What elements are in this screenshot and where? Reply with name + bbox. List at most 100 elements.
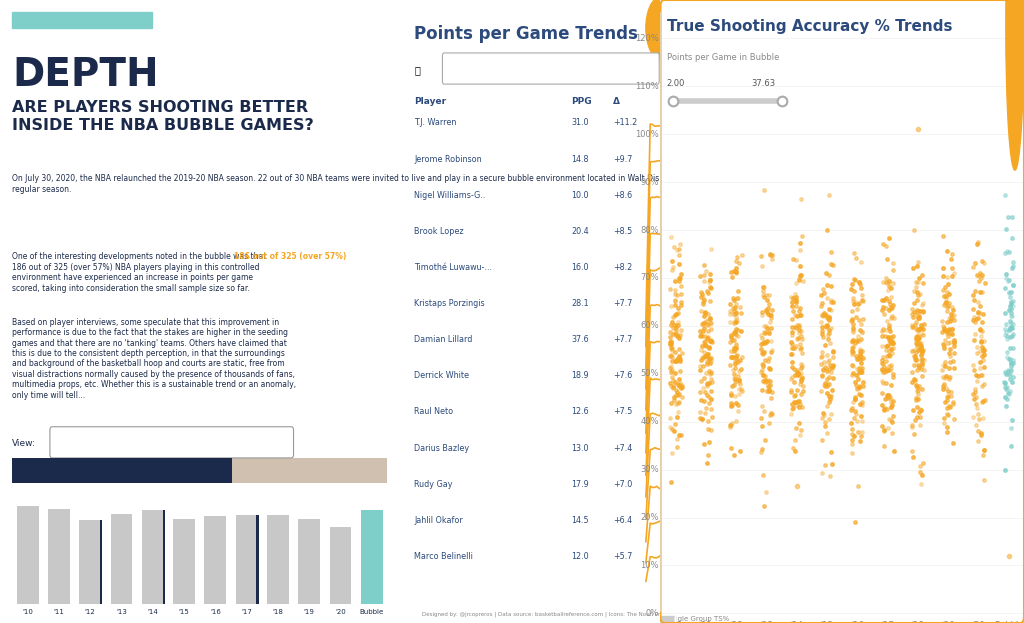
Text: PERCEPTION: PERCEPTION [168,56,457,94]
Text: Points per Game Trends: Points per Game Trends [414,25,638,43]
Text: ▼: ▼ [646,67,651,73]
Text: 37.6: 37.6 [571,335,589,344]
Text: PPG: PPG [571,97,592,105]
Text: Jerome Robinson: Jerome Robinson [414,155,482,163]
Text: Bubble: Bubble [359,609,384,616]
Text: '20: '20 [972,621,985,623]
Bar [100,520,102,604]
Text: ARE PLAYERS SHOOTING BETTER
INSIDE THE NBA BUBBLE GAMES?: ARE PLAYERS SHOOTING BETTER INSIDE THE N… [12,100,313,133]
Text: +11.2: +11.2 [613,118,637,127]
Text: 10.4: 10.4 [306,554,311,568]
Text: -9.4%: -9.4% [333,519,348,524]
Text: 11.5: 11.5 [370,550,374,564]
Text: T.J. Warren: T.J. Warren [414,118,457,127]
Text: +0.9%: +0.9% [238,507,256,512]
Text: +7.7: +7.7 [613,299,633,308]
Text: 20.4: 20.4 [571,227,589,235]
Bar [267,515,289,604]
Text: 18.9: 18.9 [571,371,589,380]
Text: -2.9%: -2.9% [51,501,67,506]
Circle shape [1006,0,1024,170]
Text: 2.00: 2.00 [667,79,685,88]
Text: '17: '17 [242,609,252,616]
Text: '15: '15 [178,609,189,616]
Bar [111,514,132,604]
Text: '18: '18 [272,609,284,616]
Text: 30%: 30% [640,465,659,474]
Text: '11: '11 [53,609,65,616]
Bar [256,515,259,604]
Text: '16: '16 [210,609,221,616]
Text: +0.4%: +0.4% [268,506,287,511]
Text: '10: '10 [670,621,682,623]
Text: 11.0: 11.0 [119,552,124,566]
Text: +8.5: +8.5 [613,227,633,235]
Text: +7.6: +7.6 [613,371,633,380]
Text: '12: '12 [85,609,95,616]
Text: Timothé Luwawu-...: Timothé Luwawu-... [414,263,493,272]
Bar [12,458,231,483]
Text: 10%: 10% [640,561,659,570]
Bar [12,458,387,483]
Bar [330,527,351,604]
Text: 37.63: 37.63 [752,79,775,88]
Text: Points per Game in Bubble: Points per Game in Bubble [667,53,779,62]
Text: 100%: 100% [635,130,659,139]
FancyBboxPatch shape [50,427,294,458]
Text: Player: Player [414,97,446,105]
Text: '18: '18 [911,621,925,623]
Text: 70%: 70% [640,273,659,282]
Text: '17: '17 [882,621,894,623]
Text: Marco Belinelli: Marco Belinelli [414,552,473,561]
Bar [163,510,165,604]
Text: '20: '20 [335,609,346,616]
Text: 12.0: 12.0 [26,548,30,562]
FancyBboxPatch shape [660,616,676,623]
Text: Raul Neto: Raul Neto [414,407,454,416]
Text: i: i [1013,20,1017,33]
Text: (All): (All) [453,65,471,74]
Text: 14.8: 14.8 [571,155,589,163]
Text: 🔍: 🔍 [414,65,420,75]
Text: 40%: 40% [640,417,659,426]
Text: Jahlil Okafor: Jahlil Okafor [414,516,463,525]
Text: 10.3: 10.3 [88,555,93,569]
Text: '14: '14 [791,621,803,623]
Text: Rudy Gay: Rudy Gay [414,480,453,488]
Text: Derrick White: Derrick White [414,371,469,380]
Text: Kristaps Porzingis: Kristaps Porzingis [414,299,484,308]
Text: One of the interesting developments noted in the bubble was that
186 out of 325 : One of the interesting developments note… [12,252,266,293]
Text: 186 out of 325 (over 57%): 186 out of 325 (over 57%) [233,252,346,260]
Text: Damian Lillard: Damian Lillard [414,335,473,344]
Text: 0%: 0% [646,609,659,618]
FancyBboxPatch shape [442,53,659,84]
Text: 12.6: 12.6 [571,407,589,416]
Text: Designed by: @jrcopreros | Data source: basketballreference.com | Icons: The Nou: Designed by: @jrcopreros | Data source: … [422,611,674,617]
Text: +4.6%: +4.6% [143,502,162,506]
Text: Bubble: Bubble [994,621,1024,623]
Text: '16: '16 [851,621,864,623]
Bar [298,519,321,604]
Bar [360,510,383,604]
Text: +9.7: +9.7 [613,155,633,163]
Text: '13: '13 [116,609,127,616]
Text: '12: '12 [730,621,742,623]
Text: ▼: ▼ [284,442,289,449]
Text: i: i [658,22,663,34]
Text: '19: '19 [942,621,954,623]
Text: Nigel Williams-G..: Nigel Williams-G.. [414,191,485,199]
Text: -11.3%: -11.3% [81,511,100,516]
Text: +8.2: +8.2 [613,263,633,272]
Text: +22.4%: +22.4% [360,502,383,506]
Bar [676,106,693,187]
Text: 186 Players: 186 Players [20,468,71,477]
Text: -9.6%: -9.6% [176,511,191,516]
Text: +7.7: +7.7 [613,335,633,344]
Text: +8.6: +8.6 [613,191,632,199]
Text: 10.8: 10.8 [244,553,249,567]
Bar [79,520,101,604]
Text: 20%: 20% [640,513,659,522]
Text: 14.5: 14.5 [571,516,589,525]
Text: Δ: Δ [613,97,621,105]
Text: 120%: 120% [635,34,659,43]
